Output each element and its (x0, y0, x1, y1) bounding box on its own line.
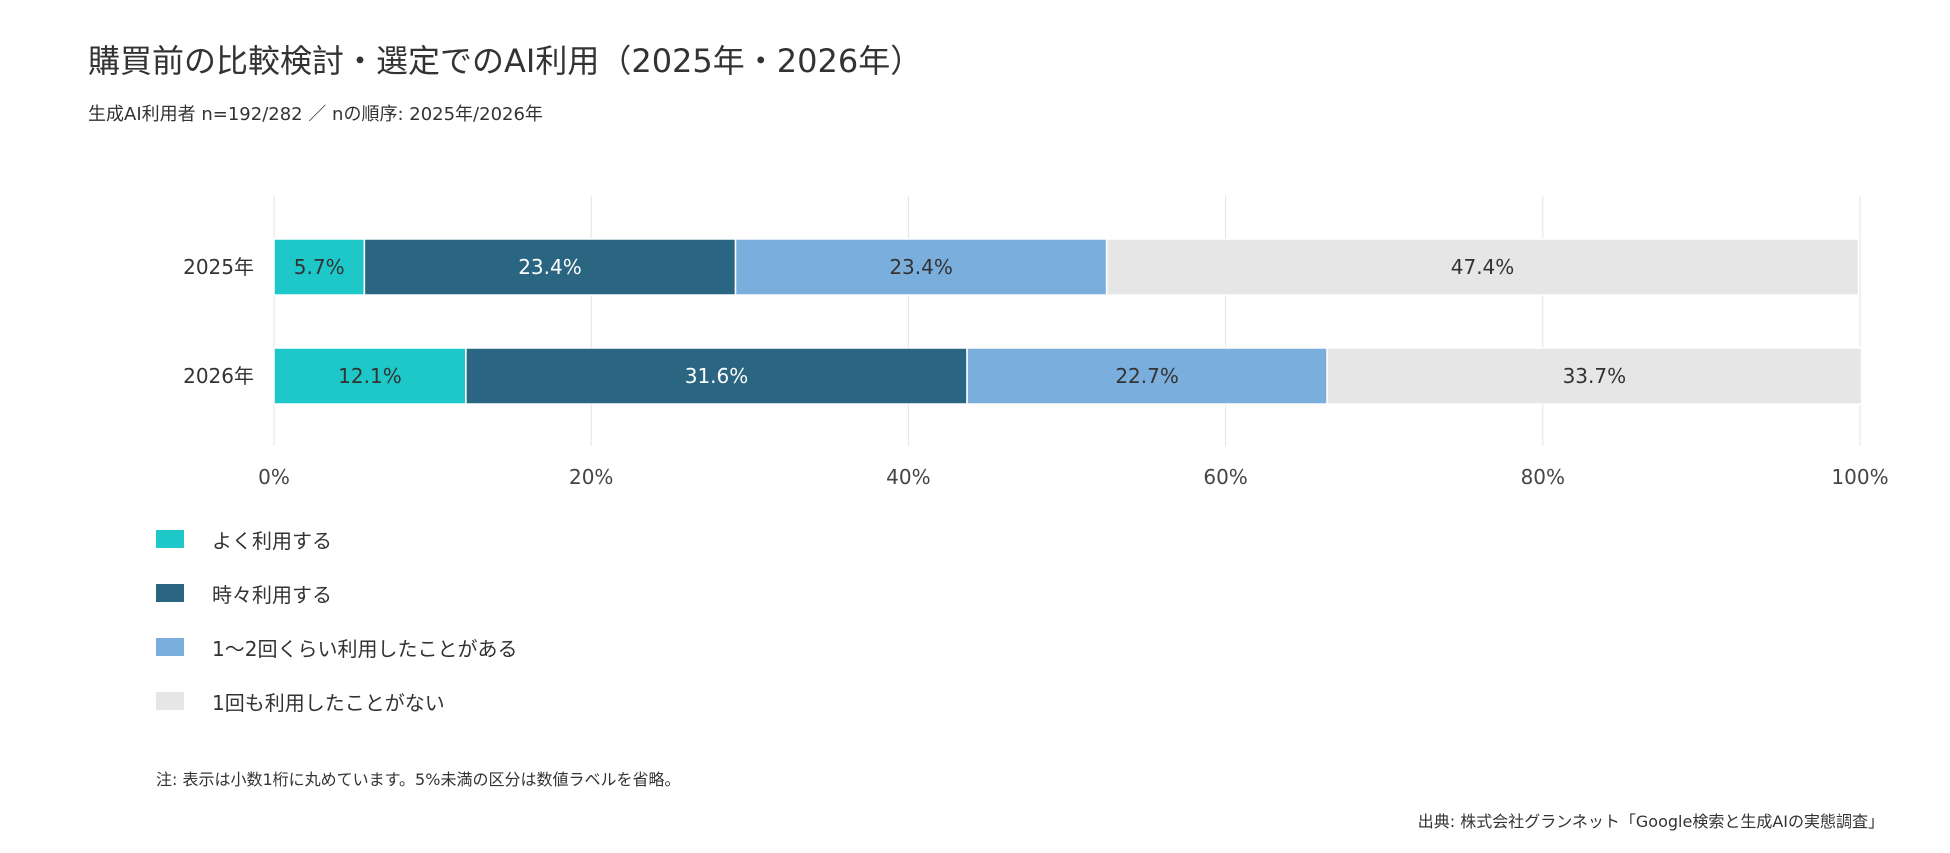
chart-source: 出典: 株式会社グランネット「Google検索と生成AIの実態調査」 (1417, 812, 1884, 831)
legend-item-often: よく利用する (156, 512, 517, 566)
legend-label-sometimes: 時々利用する (212, 582, 332, 607)
legend-label-never: 1回も利用したことがない (212, 690, 445, 715)
data-label-1-3: 33.7% (1563, 364, 1627, 388)
legend-swatch-never (156, 692, 184, 710)
bar-segment-0-3 (1105, 238, 1860, 296)
chart-note: 注: 表示は小数1桁に丸めています。5%未満の区分は数値ラベルを省略。 (156, 770, 681, 789)
legend-swatch-often (156, 530, 184, 548)
x-tick-label-1: 20% (569, 465, 613, 489)
bar-segment-1-2 (966, 347, 1328, 405)
data-label-1-0: 12.1% (338, 364, 402, 388)
x-tick-label-5: 100% (1831, 465, 1888, 489)
bar-segment-0-0 (273, 238, 366, 296)
chart-title: 購買前の比較検討・選定でのAI利用（2025年・2026年） (88, 42, 923, 80)
data-label-1-2: 22.7% (1115, 364, 1179, 388)
bar-segment-0-2 (734, 238, 1108, 296)
data-label-1-1: 31.6% (685, 364, 749, 388)
x-tick-label-2: 40% (886, 465, 930, 489)
legend-item-never: 1回も利用したことがない (156, 674, 517, 728)
category-label-0: 2025年 (183, 255, 254, 279)
legend-swatch-sometimes (156, 584, 184, 602)
x-tick-label-0: 0% (258, 465, 290, 489)
x-tick-label-3: 60% (1203, 465, 1247, 489)
data-label-0-3: 47.4% (1451, 255, 1515, 279)
legend-label-once-or-twice: 1〜2回くらい利用したことがある (212, 636, 518, 661)
legend-item-sometimes: 時々利用する (156, 566, 517, 620)
bar-segment-0-1 (363, 238, 737, 296)
data-label-0-2: 23.4% (889, 255, 953, 279)
bar-segment-1-1 (465, 347, 968, 405)
data-label-0-1: 23.4% (518, 255, 582, 279)
chart-subtitle: 生成AI利用者 n=192/282 ／ nの順序: 2025年/2026年 (88, 104, 543, 125)
bar-segment-1-3 (1326, 347, 1863, 405)
bar-segment-1-0 (273, 347, 467, 405)
x-tick-label-4: 80% (1521, 465, 1565, 489)
data-label-0-0: 5.7% (294, 255, 345, 279)
category-label-1: 2026年 (183, 364, 254, 388)
legend-label-often: よく利用する (212, 528, 332, 553)
legend: よく利用する 時々利用する 1〜2回くらい利用したことがある 1回も利用したこと… (156, 512, 517, 728)
legend-swatch-once-or-twice (156, 638, 184, 656)
legend-item-once-or-twice: 1〜2回くらい利用したことがある (156, 620, 517, 674)
